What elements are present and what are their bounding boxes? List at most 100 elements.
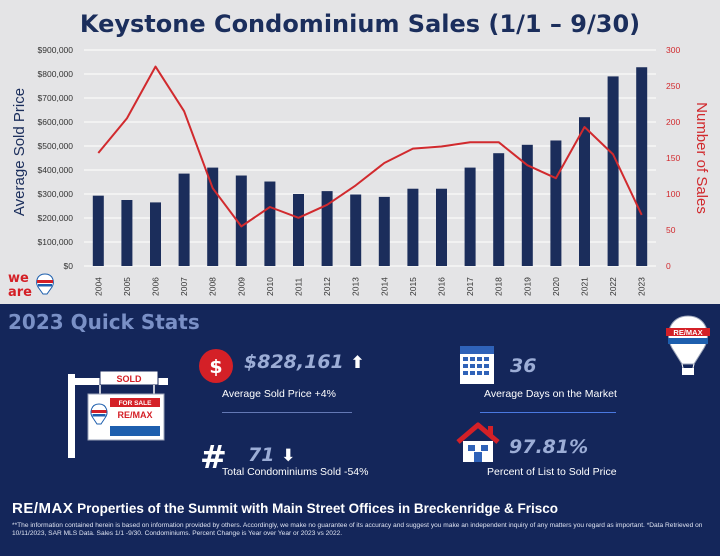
price-bar xyxy=(407,188,419,266)
gridlines xyxy=(84,49,656,267)
right-tick-label: 200 xyxy=(666,117,680,127)
x-tick-label: 2021 xyxy=(580,277,590,296)
right-tick-label: 0 xyxy=(666,261,671,271)
price-bar xyxy=(207,167,219,266)
total-sold-value: 71 xyxy=(248,444,275,466)
x-tick-label: 2009 xyxy=(236,277,246,296)
price-bar xyxy=(464,167,476,266)
price-bar xyxy=(264,181,276,266)
right-tick-label: 300 xyxy=(666,45,680,55)
x-tick-label: 2014 xyxy=(379,277,389,296)
x-tick-label: 2020 xyxy=(551,277,561,296)
price-bar xyxy=(378,196,390,266)
x-tick-label: 2016 xyxy=(437,277,447,296)
left-tick-label: $600,000 xyxy=(38,117,74,127)
balloon-brand-text: RE/MAX xyxy=(673,328,702,337)
left-tick-label: $200,000 xyxy=(38,213,74,223)
days-market-value: 36 xyxy=(510,355,537,377)
right-axis-label: Number of Sales xyxy=(693,102,710,214)
x-tick-label: 2011 xyxy=(294,277,304,296)
price-bar xyxy=(607,76,619,267)
left-tick-label: $900,000 xyxy=(38,45,74,55)
sales-line-path xyxy=(97,65,643,228)
avg-price-value-row: $828,161 ⬆ xyxy=(244,351,365,373)
left-axis-ticks: $0 $100,000 $200,000 $300,000 $400,000 $500,0… xyxy=(38,45,74,271)
list-to-sold-value: 97.81% xyxy=(509,436,589,458)
price-bar xyxy=(493,153,505,266)
left-axis-label: Average Sold Price xyxy=(11,88,28,216)
left-tick-label: $100,000 xyxy=(38,237,74,247)
price-bar xyxy=(550,140,562,266)
x-tick-label: 2006 xyxy=(151,277,161,296)
price-bar xyxy=(321,191,333,266)
price-bar xyxy=(150,202,161,266)
left-tick-label: $300,000 xyxy=(38,189,74,199)
dollar-icon: $ xyxy=(199,349,233,383)
sold-sign-text: SOLD xyxy=(116,374,142,384)
total-sold-value-row: 71 ⬇ xyxy=(248,444,295,466)
logo-word-we: we xyxy=(8,271,29,286)
days-market-label: Average Days on the Market xyxy=(484,388,617,400)
divider xyxy=(480,412,616,413)
price-bar xyxy=(436,188,447,266)
dollar-symbol: $ xyxy=(209,356,222,378)
sign-brand-text: RE/MAX xyxy=(117,410,152,420)
footer-tagline: Properties of the Summit with Main Stree… xyxy=(77,501,558,516)
total-sold-label: Total Condominiums Sold -54% xyxy=(222,466,369,478)
x-tick-label: 2023 xyxy=(637,277,647,296)
x-tick-label: 2007 xyxy=(179,277,189,296)
disclaimer: **The information contained herein is ba… xyxy=(12,522,703,538)
x-tick-label: 2018 xyxy=(494,277,504,296)
left-tick-label: $700,000 xyxy=(38,93,74,103)
arrow-up-icon: ⬆ xyxy=(350,353,365,373)
calendar-icon xyxy=(460,346,494,384)
right-tick-label: 150 xyxy=(666,153,680,163)
price-bar xyxy=(521,144,533,266)
avg-price-value: $828,161 xyxy=(244,351,344,373)
left-tick-label: $800,000 xyxy=(38,69,74,79)
list-to-sold-label: Percent of List to Sold Price xyxy=(487,466,617,478)
footer-title: RE/MAX Properties of the Summit with Mai… xyxy=(12,500,558,517)
arrow-down-icon: ⬇ xyxy=(281,446,296,466)
x-tick-label: 2010 xyxy=(265,277,275,296)
right-axis-ticks: 0 50 100 150 200 250 300 xyxy=(666,45,680,271)
price-bar xyxy=(293,194,304,266)
quick-stats-panel: 2023 Quick Stats SOLD FOR SALE RE/MAX xyxy=(0,304,720,556)
sales-line xyxy=(97,65,643,228)
left-tick-label: $0 xyxy=(64,261,74,271)
hash-icon: # xyxy=(200,438,227,476)
sold-sign-icon: SOLD FOR SALE RE/MAX xyxy=(68,370,168,458)
footer-brand: RE/MAX xyxy=(12,500,74,517)
price-bar xyxy=(579,117,590,266)
left-tick-label: $400,000 xyxy=(38,165,74,175)
house-icon xyxy=(456,422,500,462)
x-tick-label: 2022 xyxy=(608,277,618,296)
left-tick-label: $500,000 xyxy=(38,141,74,151)
right-tick-label: 100 xyxy=(666,189,680,199)
remax-balloon-icon: RE/MAX xyxy=(666,315,710,375)
logo-word-are: are xyxy=(8,285,32,300)
x-tick-label: 2015 xyxy=(408,277,418,296)
divider xyxy=(222,412,352,413)
price-bar xyxy=(235,175,247,266)
x-tick-label: 2012 xyxy=(322,277,332,296)
price-bar xyxy=(92,195,104,266)
x-tick-label: 2004 xyxy=(93,277,103,296)
sign-balloon-icon xyxy=(90,403,108,425)
right-tick-label: 250 xyxy=(666,81,680,91)
right-tick-label: 50 xyxy=(666,225,676,235)
avg-price-label: Average Sold Price +4% xyxy=(222,388,336,400)
combo-chart: $0 $100,000 $200,000 $300,000 $400,000 $500,0… xyxy=(11,45,710,296)
price-bar xyxy=(350,194,362,266)
quick-stats-heading: 2023 Quick Stats xyxy=(8,310,200,334)
price-bar xyxy=(178,173,190,266)
price-bar xyxy=(121,200,133,266)
chart-panel: $0 $100,000 $200,000 $300,000 $400,000 $500,0… xyxy=(0,0,720,304)
x-tick-label: 2005 xyxy=(122,277,132,296)
chart-title: Keystone Condominium Sales (1/1 – 9/30) xyxy=(79,10,641,38)
price-bars xyxy=(92,67,648,267)
x-tick-label: 2019 xyxy=(522,277,532,296)
we-are-logo: we are xyxy=(8,271,54,300)
x-tick-label: 2017 xyxy=(465,277,475,296)
